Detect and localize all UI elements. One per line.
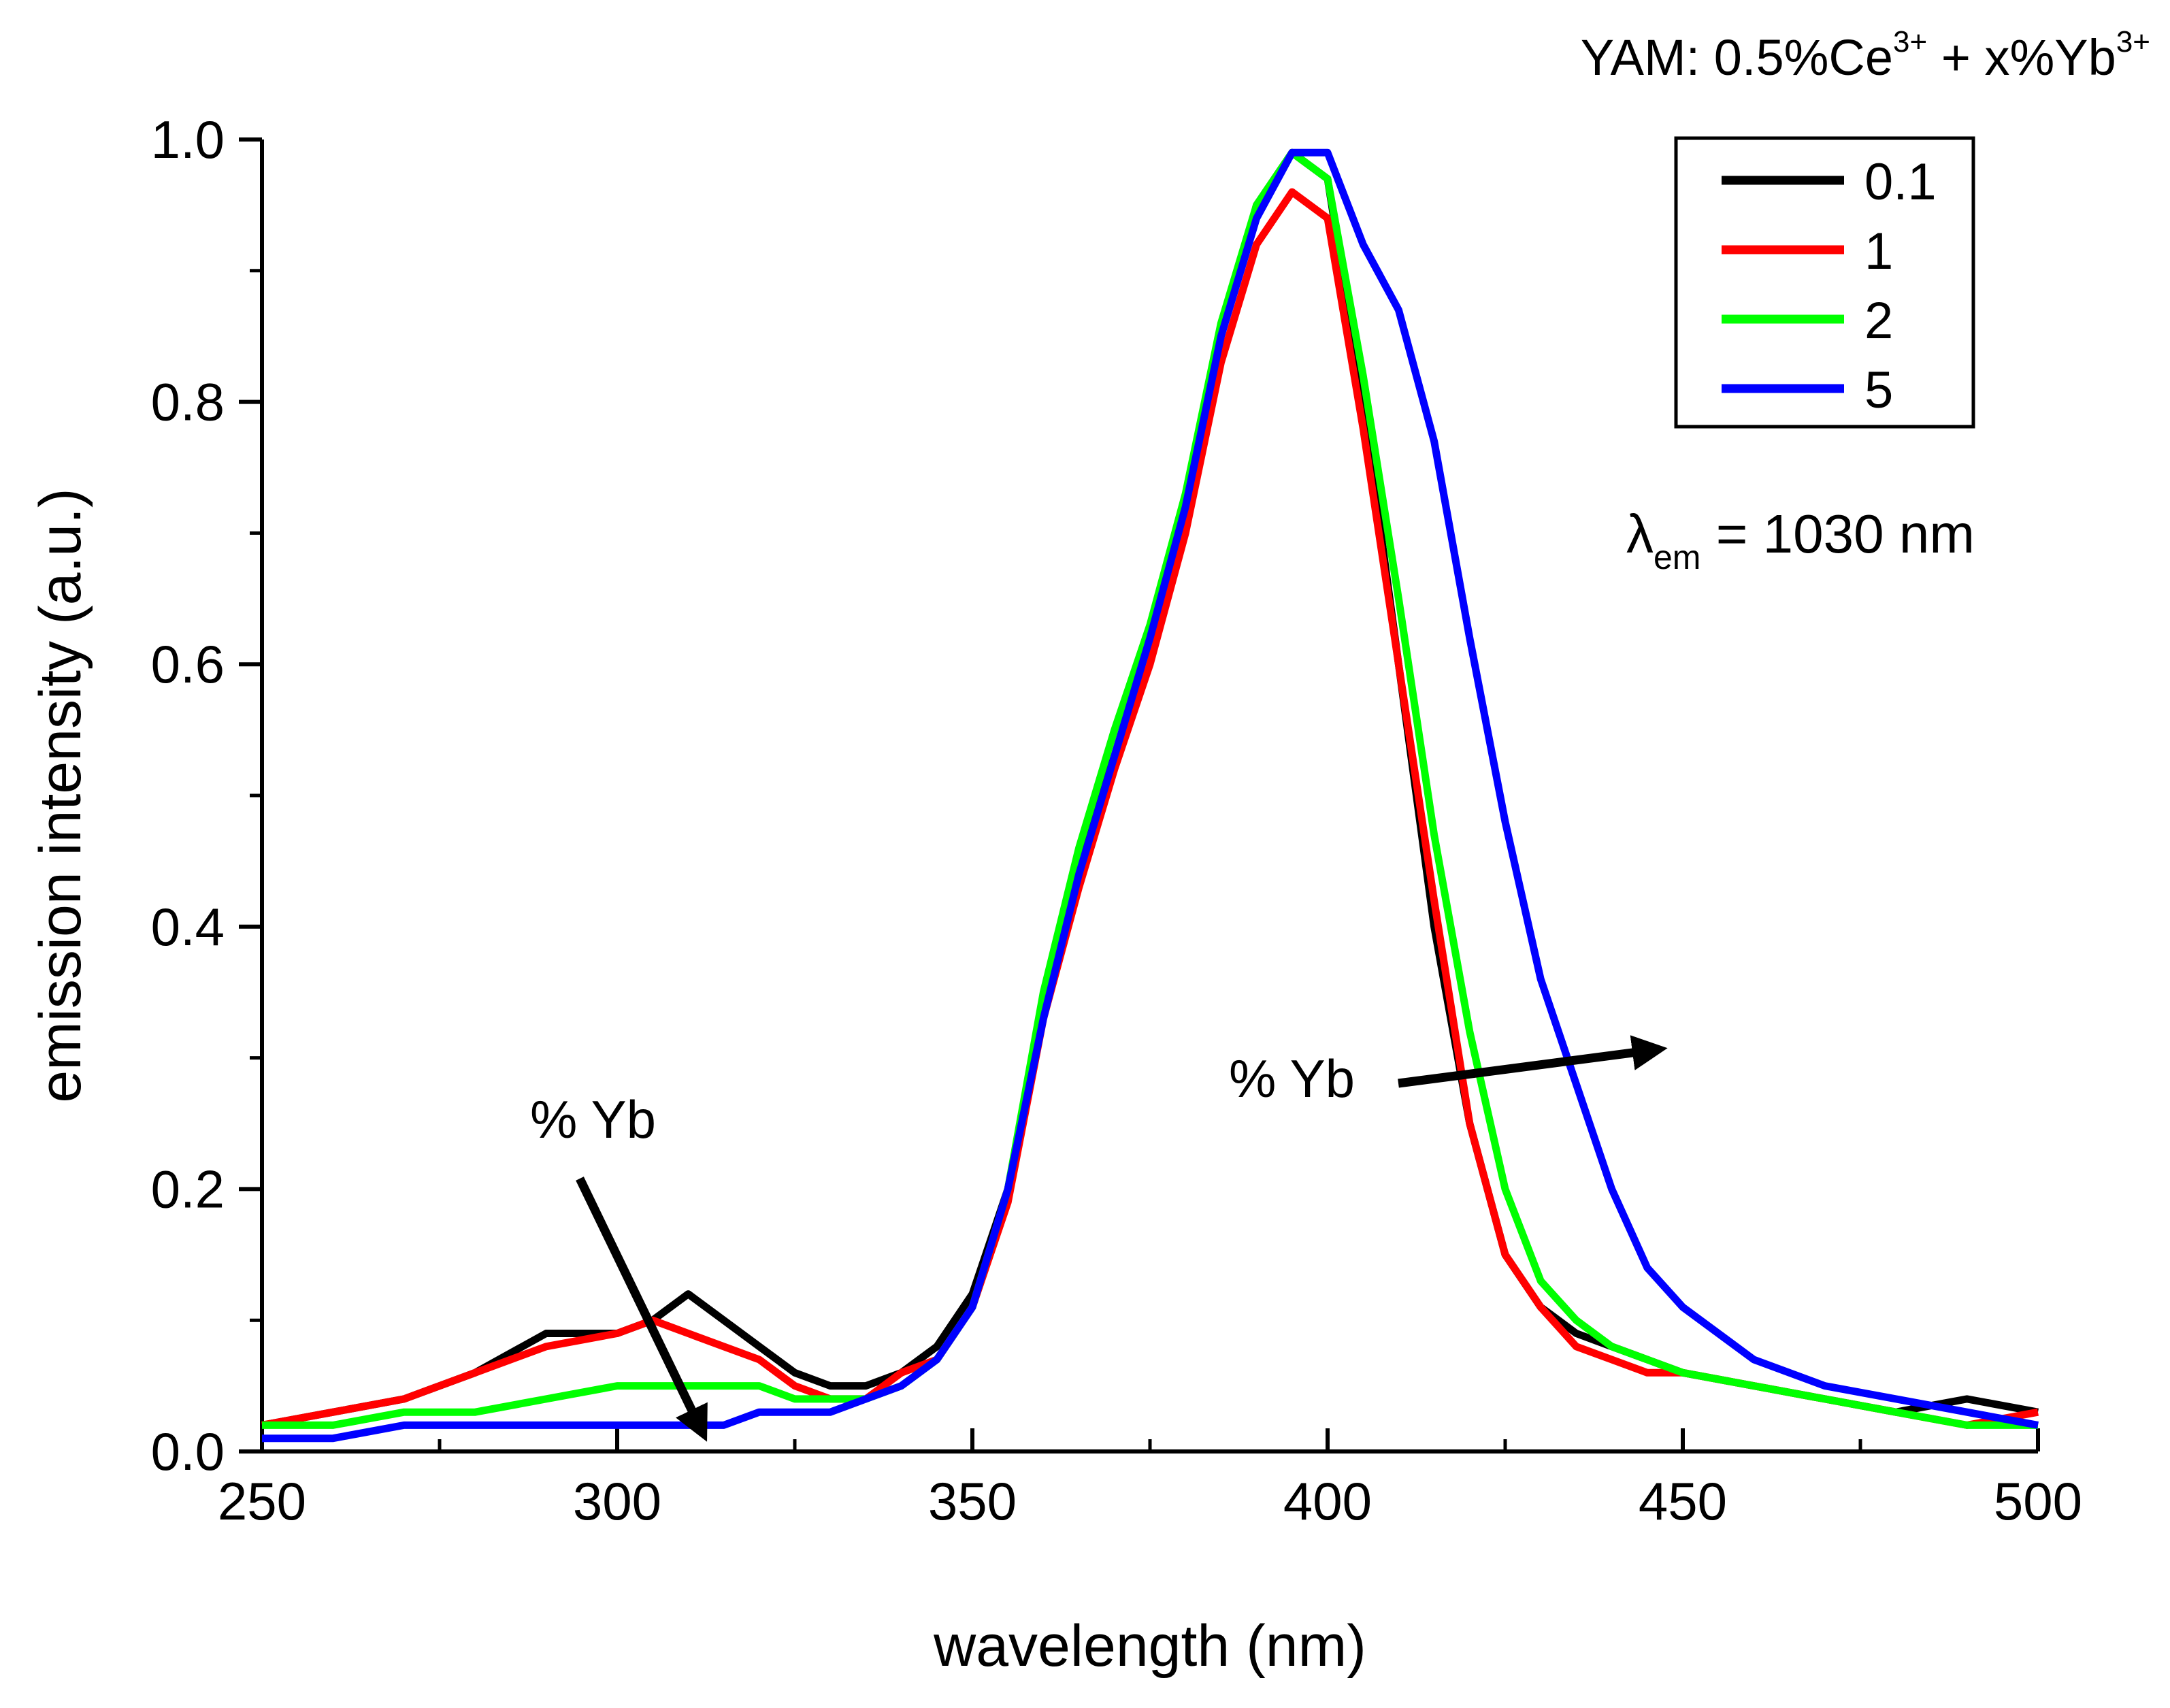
y-tick-label: 0.2 <box>151 1159 225 1219</box>
chart-title: YAM: 0.5%Ce3+ + x%Yb3+ <box>1581 25 2150 86</box>
legend: 0.1 1 2 5 <box>1674 136 1975 429</box>
x-ticks: 250 300 350 400 450 500 <box>218 1428 2082 1531</box>
x-tick-label: 400 <box>1283 1471 1372 1531</box>
x-tick-label: 350 <box>928 1471 1017 1531</box>
lambda-sub: em <box>1654 538 1700 576</box>
legend-label: 0.1 <box>1864 153 1937 211</box>
title-prefix: YAM: 0.5%Ce <box>1581 29 1893 86</box>
x-tick-label: 450 <box>1639 1471 1727 1531</box>
legend-label: 5 <box>1864 361 1893 419</box>
arrow-left <box>576 1177 708 1442</box>
lambda-annotation: λem = 1030 nm <box>1626 504 1975 576</box>
arrow-left-label: % Yb <box>530 1089 656 1149</box>
y-tick-label: 0.6 <box>151 634 225 694</box>
x-tick-label: 500 <box>1994 1471 2082 1531</box>
x-axis-label: wavelength (nm) <box>933 1613 1366 1679</box>
arrow-right <box>1398 1035 1668 1088</box>
legend-items: 0.1 1 2 5 <box>1722 153 1937 419</box>
y-tick-label: 0.0 <box>151 1422 225 1481</box>
title-sup2: 3+ <box>2116 25 2150 59</box>
legend-label: 1 <box>1864 223 1893 280</box>
arrow-right-label: % Yb <box>1229 1049 1355 1108</box>
y-axis-label: emission intensity (a.u.) <box>28 488 93 1102</box>
lambda-value: = 1030 nm <box>1700 504 1975 564</box>
y-tick-label: 0.8 <box>151 372 225 432</box>
title-middle: + x%Yb <box>1927 29 2116 86</box>
legend-box <box>1674 136 1975 429</box>
lambda-symbol: λ <box>1626 504 1654 564</box>
y-tick-label: 0.4 <box>151 897 225 957</box>
y-tick-label: 1.0 <box>151 110 225 169</box>
series-line-1 <box>261 188 2039 1429</box>
x-tick-label: 300 <box>573 1471 661 1531</box>
title-sup1: 3+ <box>1893 25 1927 59</box>
x-tick-label: 250 <box>218 1471 306 1531</box>
legend-label: 2 <box>1864 292 1893 350</box>
y-ticks: 0.0 0.2 0.4 0.6 0.8 1.0 <box>151 110 262 1481</box>
